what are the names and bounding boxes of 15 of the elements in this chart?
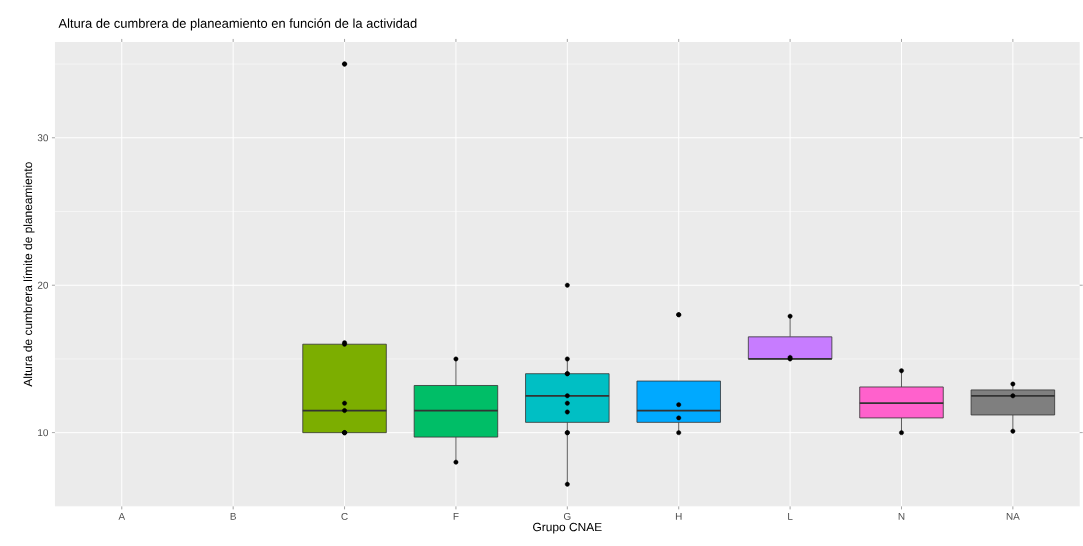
y-tick-label: 20 — [37, 281, 49, 289]
x-tick-label: C — [341, 512, 348, 520]
y-tick-label: 30 — [37, 134, 49, 142]
y-tick-label: 10 — [38, 428, 49, 437]
y-axis-title: Altura de cumbrera límite de planeamiento — [23, 162, 35, 387]
chart-title: Altura de cumbrera de planeamiento en función de la actividad — [58, 18, 417, 31]
x-tick-label: N — [898, 512, 905, 520]
x-tick-label: H — [675, 512, 682, 520]
x-tick-label: F — [453, 512, 459, 520]
x-tick-label: B — [230, 512, 236, 520]
x-tick-label: NA — [1006, 512, 1020, 520]
x-tick-label: A — [118, 512, 126, 520]
x-tick-label: L — [788, 512, 793, 520]
x-tick-label: G — [563, 512, 571, 520]
x-axis-title: Grupo CNAE — [533, 522, 602, 534]
